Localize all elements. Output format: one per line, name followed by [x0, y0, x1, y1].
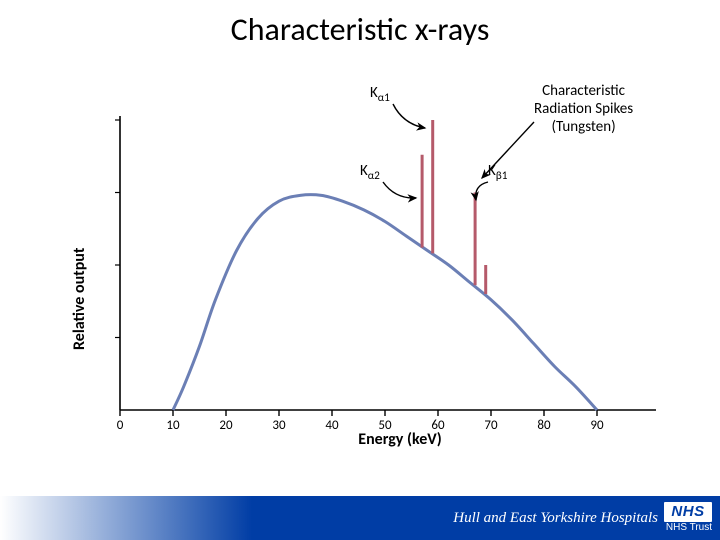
Kb1-label: Kβ1 — [488, 162, 507, 183]
nhs-trust-text: NHS Trust — [666, 522, 712, 533]
x-tick: 40 — [325, 418, 338, 433]
footer-org-text: Hull and East Yorkshire Hospitals — [453, 496, 658, 540]
slide: Characteristic x-rays Relative output En… — [0, 0, 720, 540]
y-axis-label: Relative output — [70, 248, 89, 350]
x-tick: 20 — [219, 418, 232, 433]
Ka1-label: Kα1 — [370, 84, 390, 105]
xray-spectrum-chart: Relative output Energy (keV) 01020304050… — [40, 70, 680, 470]
nhs-logo: NHS — [664, 502, 712, 522]
Ka2-label: Kα2 — [360, 162, 380, 183]
x-tick: 10 — [166, 418, 179, 433]
x-tick: 90 — [590, 418, 603, 433]
x-tick: 0 — [117, 418, 124, 433]
x-tick: 50 — [378, 418, 391, 433]
footer: Hull and East Yorkshire Hospitals NHS NH… — [0, 496, 720, 540]
x-tick: 80 — [537, 418, 550, 433]
x-tick: 60 — [431, 418, 444, 433]
x-tick: 30 — [272, 418, 285, 433]
x-tick: 70 — [484, 418, 497, 433]
spikes-label: CharacteristicRadiation Spikes(Tungsten) — [534, 82, 633, 136]
page-title: Characteristic x-rays — [0, 10, 720, 49]
